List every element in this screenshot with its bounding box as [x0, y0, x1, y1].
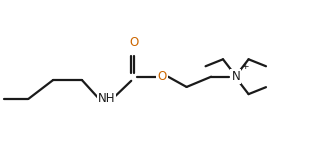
Text: O: O — [157, 70, 167, 83]
Text: N: N — [231, 70, 240, 83]
Text: O: O — [129, 36, 139, 49]
Text: NH: NH — [98, 92, 115, 105]
Text: +: + — [241, 62, 248, 71]
